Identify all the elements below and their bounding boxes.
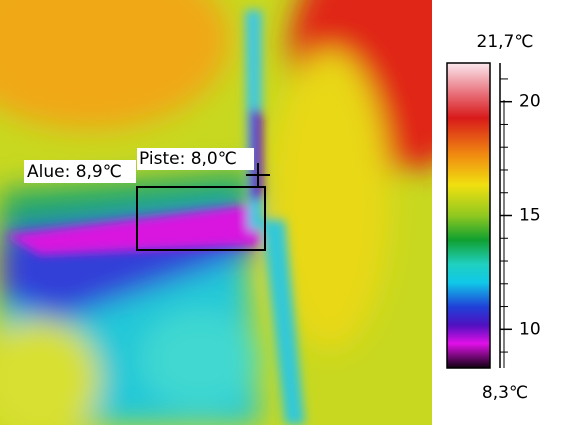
color-scale xyxy=(447,63,490,368)
scale-min: 8,3℃ xyxy=(482,383,528,403)
spot-label: Piste: 8,0℃ xyxy=(139,149,237,169)
thermal-view: Alue: 8,9℃ Piste: 8,0℃ 21,7℃ 8,3℃ 10 15 20 xyxy=(0,0,565,425)
thermal-image xyxy=(0,0,510,425)
scale-tick-label: 15 xyxy=(519,206,541,226)
scale-tick-label: 20 xyxy=(519,92,541,112)
scale-max: 21,7℃ xyxy=(477,32,534,52)
scale-tick-label: 10 xyxy=(519,319,541,339)
area-label: Alue: 8,9℃ xyxy=(27,162,122,182)
